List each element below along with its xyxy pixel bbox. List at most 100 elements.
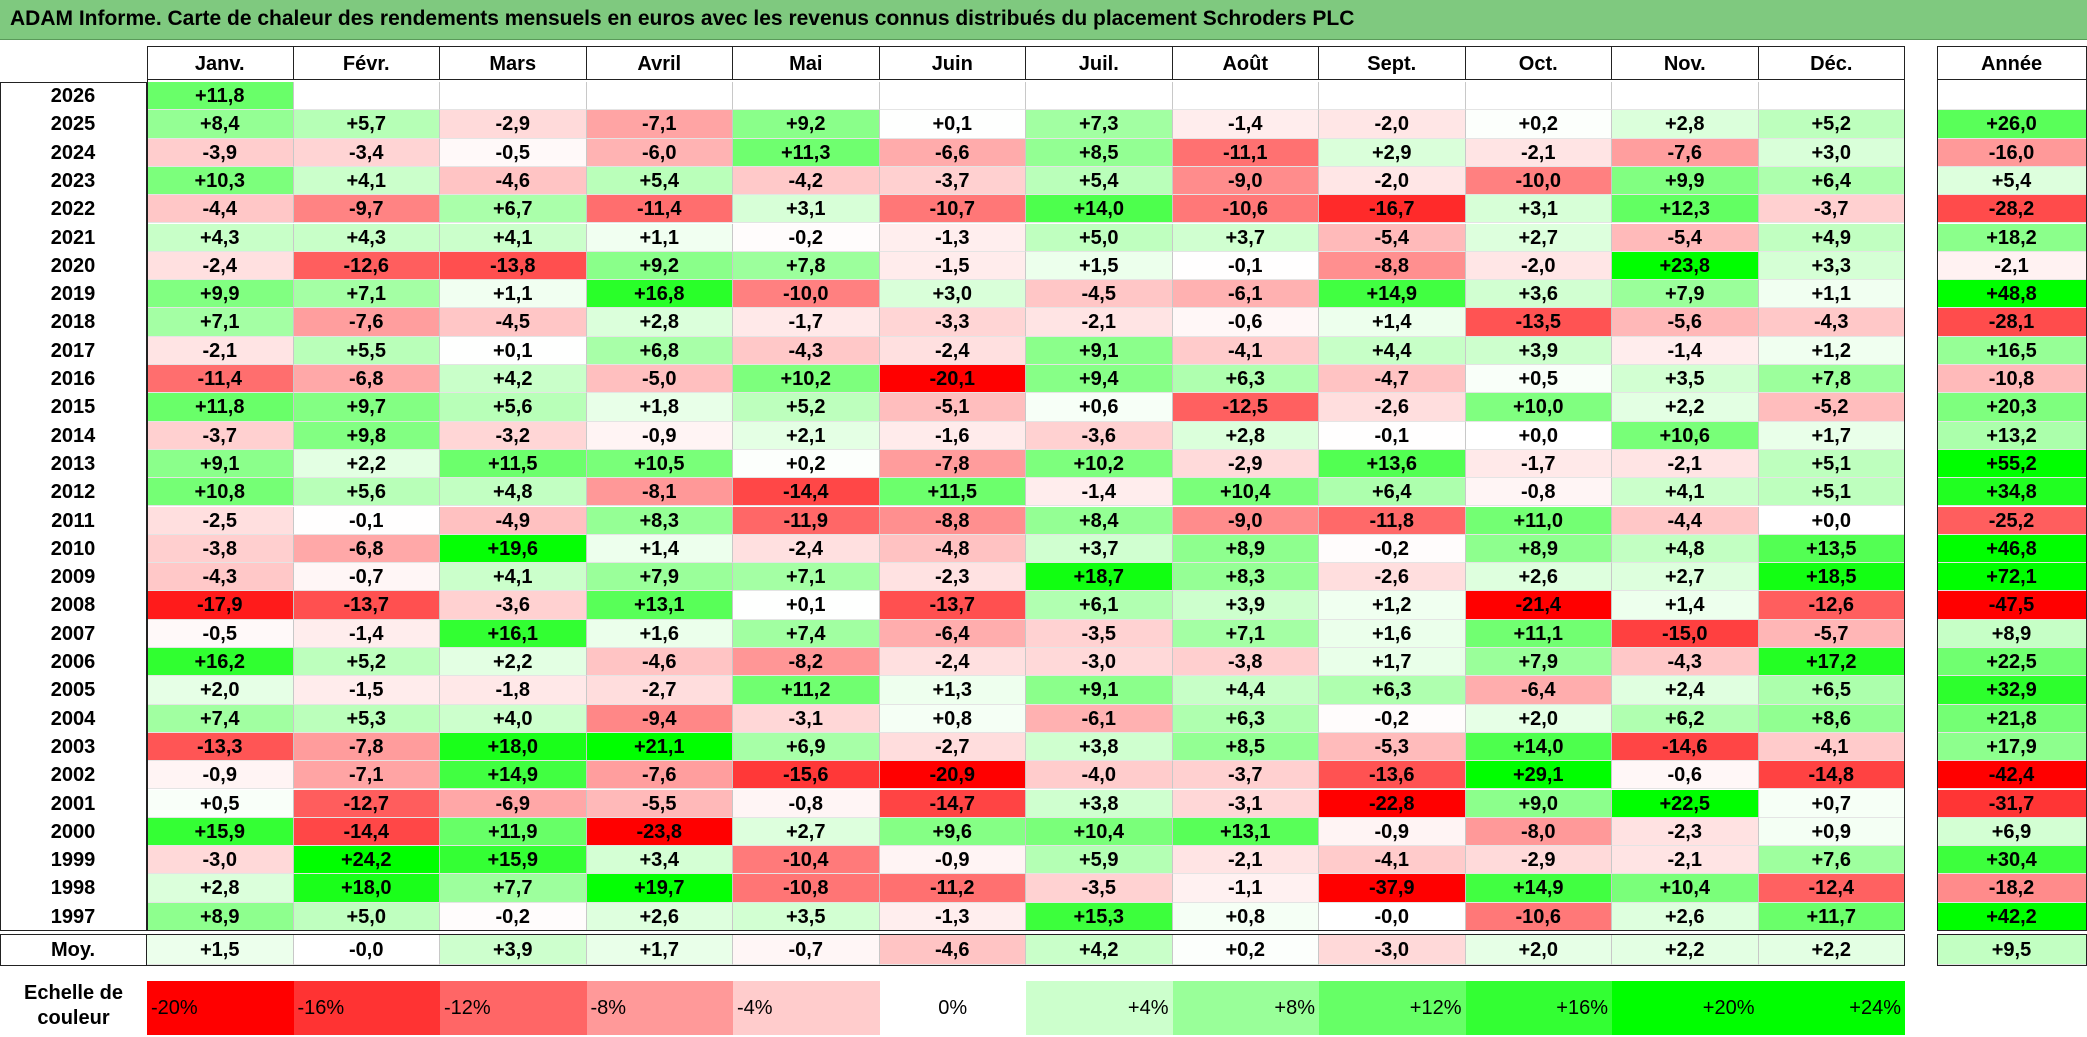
row-year-label: 2018: [0, 308, 147, 337]
heatmap-cell: -16,7: [1319, 195, 1466, 224]
heatmap-cell: -1,4: [1026, 478, 1173, 507]
heatmap-cell: +5,5: [293, 336, 440, 365]
color-scale-stop: -4%: [733, 981, 880, 1035]
heatmap-cell: +0,0: [1758, 506, 1905, 535]
row-year-label: 2011: [0, 506, 147, 535]
heatmap-cell: +1,5: [1026, 251, 1173, 281]
heatmap-cell: +13,6: [1319, 449, 1466, 479]
heatmap-cell: +4,1: [293, 166, 440, 196]
heatmap-cell: +8,6: [1758, 704, 1905, 733]
heatmap-cell: -13,6: [1319, 761, 1466, 790]
annual-cell: +17,9: [1937, 732, 2087, 762]
heatmap-cell: -2,4: [733, 534, 880, 564]
row-year-label: 2014: [0, 421, 147, 450]
heatmap-cell: +5,2: [1758, 110, 1905, 139]
color-scale-label-line2: couleur: [37, 1007, 110, 1029]
column-header: Juil.: [1026, 46, 1173, 80]
heatmap-cell: -0,0: [1319, 902, 1466, 931]
heatmap-cell: -12,7: [293, 789, 440, 818]
average-cell: -3,0: [1319, 935, 1466, 965]
heatmap-cell: +4,4: [1319, 336, 1466, 365]
heatmap-cell: -10,0: [733, 280, 880, 309]
heatmap-cell: -2,1: [1465, 138, 1612, 167]
heatmap-cell: -12,6: [1758, 591, 1905, 620]
heatmap-cell: -0,7: [293, 563, 440, 592]
heatmap-cell: +10,4: [1026, 817, 1173, 847]
heatmap-cell: [1026, 82, 1173, 111]
heatmap-cell: +9,9: [147, 280, 294, 309]
heatmap-cell: -2,1: [1612, 846, 1759, 875]
row-year-label: 2009: [0, 563, 147, 592]
annual-cell: -16,0: [1937, 138, 2087, 167]
heatmap-cell: +13,5: [1758, 534, 1905, 564]
heatmap-cell: +1,3: [879, 676, 1026, 705]
heatmap-cell: -3,7: [1758, 195, 1905, 224]
annual-cell: +42,2: [1937, 902, 2087, 931]
heatmap-cell: -8,8: [1319, 251, 1466, 281]
row-year-label: 2026: [0, 82, 147, 111]
annual-cell: +30,4: [1937, 846, 2087, 875]
heatmap-cell: +6,3: [1172, 704, 1319, 733]
heatmap-cell: -5,1: [879, 393, 1026, 422]
heatmap-cell: -15,6: [733, 761, 880, 790]
heatmap-cell: +1,6: [1319, 619, 1466, 648]
heatmap-cell: +15,9: [147, 817, 294, 847]
heatmap-cell: -6,8: [293, 534, 440, 564]
heatmap-cell: -6,0: [586, 138, 733, 167]
heatmap-cell: +0,6: [1026, 393, 1173, 422]
heatmap-cell: +15,3: [1026, 902, 1173, 931]
heatmap-cell: -9,0: [1172, 506, 1319, 535]
heatmap-cell: +2,4: [1612, 676, 1759, 705]
heatmap-cell: +19,6: [440, 534, 587, 564]
color-scale-stop: -16%: [293, 981, 440, 1035]
heatmap-cell: +0,7: [1758, 789, 1905, 818]
heatmap-cell: -6,1: [1026, 704, 1173, 733]
heatmap-cell: +6,4: [1758, 166, 1905, 196]
heatmap-cell: -10,0: [1465, 166, 1612, 196]
heatmap-cell: +14,0: [1026, 195, 1173, 224]
heatmap-cell: -4,6: [586, 648, 733, 677]
heatmap-cell: +2,7: [1612, 563, 1759, 592]
heatmap-cell: -0,2: [1319, 534, 1466, 564]
heatmap-cell: +10,2: [1026, 449, 1173, 479]
heatmap-cell: +4,1: [440, 223, 587, 252]
average-cell: +4,2: [1026, 935, 1173, 965]
heatmap-cell: +7,4: [147, 704, 294, 733]
row-year-label: 1997: [0, 902, 147, 931]
heatmap-cell: +2,6: [1465, 563, 1612, 592]
heatmap-cell: +4,8: [1612, 534, 1759, 564]
heatmap-cell: +0,5: [147, 789, 294, 818]
heatmap-cell: +7,6: [1758, 846, 1905, 875]
heatmap-cell: +14,9: [1319, 280, 1466, 309]
heatmap-cell: -0,2: [733, 223, 880, 252]
heatmap-cell: -11,1: [1172, 138, 1319, 167]
heatmap-cell: -23,8: [586, 817, 733, 847]
heatmap-cell: -1,4: [293, 619, 440, 648]
heatmap-cell: +11,5: [440, 449, 587, 479]
heatmap-cell: +4,2: [440, 365, 587, 394]
heatmap-cell: -4,3: [147, 563, 294, 592]
color-scale-stop: +4%: [1026, 981, 1173, 1035]
heatmap-cell: +14,0: [1465, 732, 1612, 762]
heatmap-cell: -3,2: [440, 421, 587, 450]
heatmap-cell: +3,7: [1026, 534, 1173, 564]
heatmap-cell: -7,6: [1612, 138, 1759, 167]
heatmap-cell: -5,6: [1612, 308, 1759, 337]
heatmap-cell: [733, 82, 880, 111]
heatmap-cell: -2,6: [1319, 393, 1466, 422]
heatmap-cell: -11,8: [1319, 506, 1466, 535]
heatmap-cell: +9,8: [293, 421, 440, 450]
heatmap-cell: -0,9: [879, 846, 1026, 875]
average-cell: +3,9: [440, 935, 587, 965]
annual-cell: +72,1: [1937, 563, 2087, 592]
heatmap-cell: -3,7: [879, 166, 1026, 196]
heatmap-cell: +5,0: [293, 902, 440, 931]
heatmap-cell: +4,3: [293, 223, 440, 252]
heatmap-cell: +22,5: [1612, 789, 1759, 818]
row-year-label: 1999: [0, 846, 147, 875]
row-year-label: 2006: [0, 648, 147, 677]
heatmap-cell: +5,7: [293, 110, 440, 139]
heatmap-cell: -2,9: [1465, 846, 1612, 875]
heatmap-cell: +1,1: [440, 280, 587, 309]
